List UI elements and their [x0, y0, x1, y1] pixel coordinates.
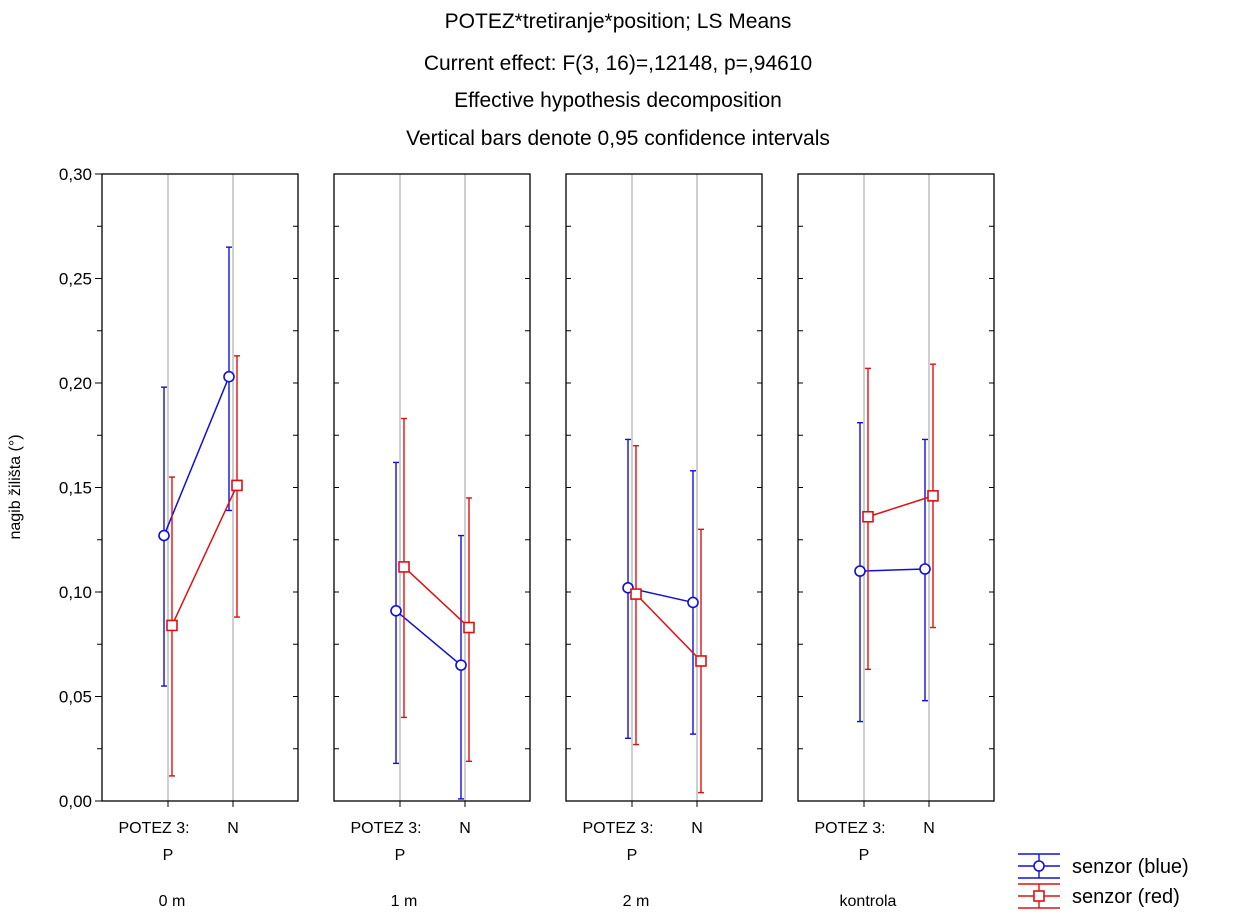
series-line	[635, 593, 702, 662]
legend: senzor (blue) senzor (red)	[1018, 853, 1189, 909]
y-tick-label: 0,05	[59, 688, 92, 707]
title-line-2: Current effect: F(3, 16)=,12148, p=,9461…	[424, 52, 812, 75]
legend-label: senzor (red)	[1072, 886, 1180, 908]
y-tick-label: 0,00	[59, 792, 92, 811]
x-factor-label: POTEZ 3:	[118, 820, 189, 837]
panel-frame	[565, 173, 763, 802]
panel-label: 0 m	[159, 893, 186, 910]
data-point	[630, 588, 642, 600]
x-category-label: N	[459, 820, 471, 837]
data-point	[687, 596, 699, 609]
data-point	[223, 370, 235, 383]
x-category-label: N	[923, 820, 935, 837]
panel-frame	[333, 173, 531, 802]
panel-label: 1 m	[391, 893, 418, 910]
x-category-label: P	[395, 847, 406, 864]
legend-marker	[1033, 860, 1045, 872]
panel-3: POTEZ 3: P N 2 m	[565, 173, 763, 910]
title-line-4: Vertical bars denote 0,95 confidence int…	[406, 127, 830, 150]
data-point	[455, 659, 467, 671]
data-point	[854, 565, 866, 577]
panel-2: POTEZ 3: P N 1 m	[333, 173, 531, 910]
x-category-label: N	[227, 820, 239, 837]
series-line	[867, 495, 934, 518]
series-line	[163, 376, 230, 536]
y-tick-label: 0,10	[59, 583, 92, 602]
legend-item-2: senzor (red)	[1018, 883, 1180, 909]
legend-label: senzor (blue)	[1072, 856, 1189, 878]
chart-title: POTEZ*tretiranje*position; LS Means Curr…	[406, 10, 830, 150]
series-line	[859, 568, 926, 572]
panels: 0,00 0,05 0,10 0,15 0,20 0,25 0,30 POTEZ 3: P N 0 …	[59, 165, 995, 910]
x-category-label: P	[163, 847, 174, 864]
panel-frame	[101, 173, 299, 802]
data-point	[463, 621, 475, 634]
y-tick-label: 0,20	[59, 374, 92, 393]
legend-item-1: senzor (blue)	[1018, 853, 1189, 879]
title-line-3: Effective hypothesis decomposition	[454, 89, 782, 112]
series-line	[171, 485, 238, 626]
y-tick-label: 0,15	[59, 479, 92, 498]
y-tick-label: 0,25	[59, 270, 92, 289]
panel-1: POTEZ 3: P N 0 m	[95, 173, 299, 910]
data-point	[927, 490, 939, 502]
x-factor-label: POTEZ 3:	[814, 820, 885, 837]
data-point	[695, 655, 707, 667]
data-point	[398, 561, 410, 573]
x-factor-label: POTEZ 3:	[350, 820, 421, 837]
y-tick-label: 0,30	[59, 165, 92, 184]
data-point	[166, 619, 178, 632]
data-point	[919, 563, 931, 575]
x-category-label: P	[859, 847, 870, 864]
data-point	[158, 529, 170, 542]
y-axis-label: nagib žilišta (°)	[7, 434, 24, 539]
data-point	[231, 479, 243, 492]
series-line	[395, 610, 462, 666]
x-category-label: P	[627, 847, 638, 864]
panel-label: kontrola	[840, 893, 897, 910]
panel-label: 2 m	[623, 893, 650, 910]
data-point	[390, 605, 402, 617]
x-factor-label: POTEZ 3:	[582, 820, 653, 837]
title-line-1: POTEZ*tretiranje*position; LS Means	[445, 10, 792, 33]
series-line	[403, 566, 470, 629]
panel-frame	[797, 173, 995, 802]
x-category-label: N	[691, 820, 703, 837]
legend-marker	[1033, 890, 1045, 902]
data-point	[862, 510, 874, 523]
